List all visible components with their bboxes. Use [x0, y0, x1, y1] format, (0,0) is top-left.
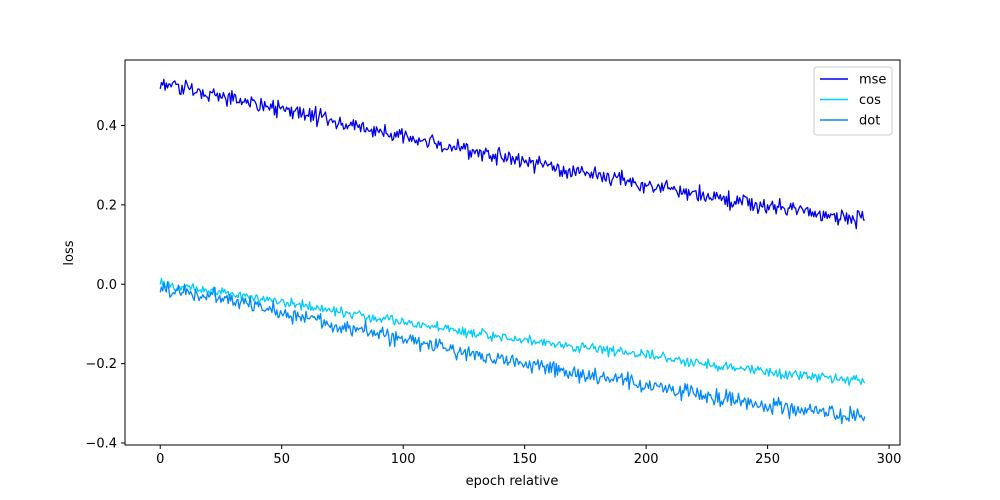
series-layer — [159, 78, 866, 425]
y-axis-ticks: −0.4 −0.2 0.0 0.2 0.4 — [85, 119, 125, 452]
legend-label-cos: cos — [859, 93, 881, 108]
x-tick-label: 250 — [755, 452, 780, 467]
series-line-cos — [159, 277, 866, 386]
plot-frame — [124, 59, 901, 446]
x-axis-label: epoch relative — [466, 474, 559, 489]
y-axis-label: loss — [62, 240, 77, 265]
x-tick-label: 300 — [877, 452, 902, 467]
x-tick-label: 50 — [273, 452, 290, 467]
x-tick-label: 150 — [512, 452, 537, 467]
y-tick-label: −0.2 — [85, 357, 117, 372]
y-tick-label: 0.4 — [96, 119, 117, 134]
legend-box — [813, 66, 893, 136]
y-tick-label: 0.0 — [96, 278, 117, 293]
legend-label-dot: dot — [859, 114, 880, 129]
x-axis-ticks: 0 50 100 150 200 250 300 — [156, 445, 901, 467]
series-line-dot — [159, 281, 866, 425]
x-tick-label: 200 — [634, 452, 659, 467]
y-tick-label: −0.4 — [85, 437, 117, 452]
legend: mse cos dot — [813, 66, 893, 136]
x-tick-label: 0 — [156, 452, 164, 467]
x-tick-label: 100 — [391, 452, 416, 467]
series-line-mse — [159, 78, 865, 230]
legend-label-mse: mse — [859, 73, 886, 88]
y-tick-label: 0.2 — [96, 198, 117, 213]
